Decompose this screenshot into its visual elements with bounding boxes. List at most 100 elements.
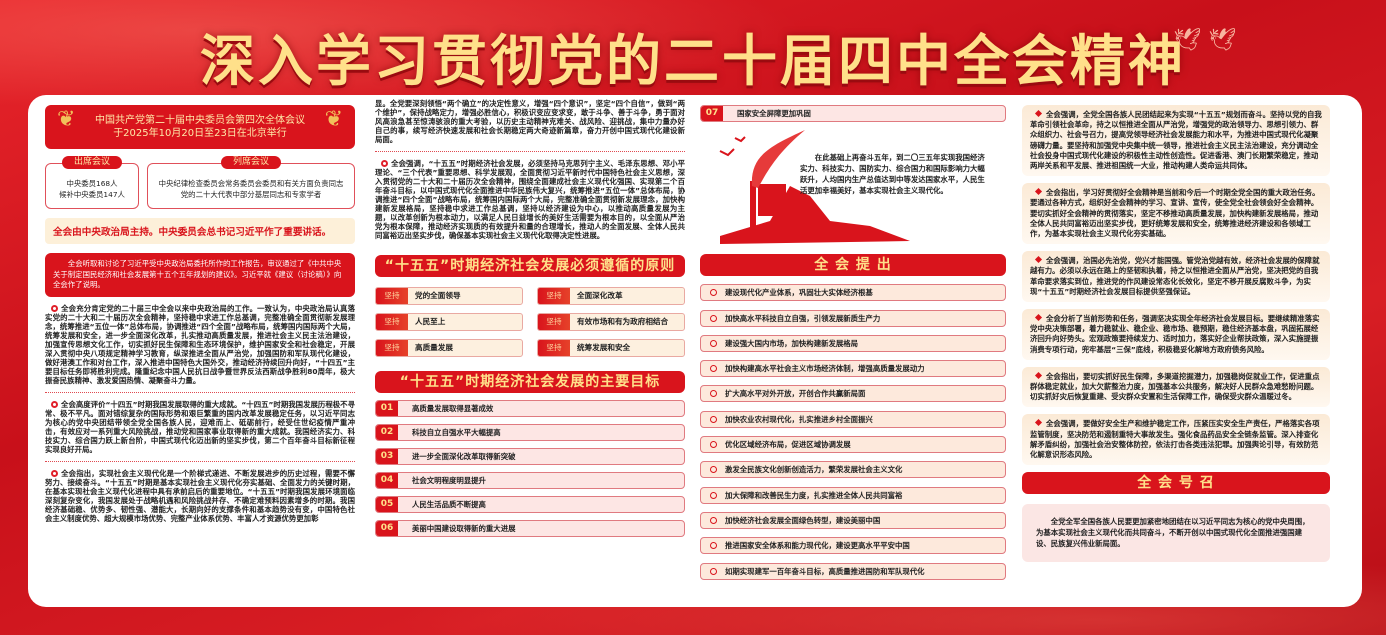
goal-number: 06 <box>376 521 398 536</box>
goal-number: 04 <box>376 473 398 488</box>
bullet-icon <box>51 469 58 477</box>
goal-item: 04 社会文明程度明显提升 <box>375 472 685 489</box>
call-text: 全党全军全国各族人民要更加紧密地团结在以习近平同志为核心的党中央周围，为基本实现… <box>1022 504 1330 563</box>
observe-box: 列席会议 中央纪律检查委员会常务委员会委员和有关方面负责同志 党的二十大代表中部… <box>147 156 355 209</box>
doves-icon: 🕊 🕊 <box>1173 28 1236 53</box>
content-panel: ❦ 中国共产党第二十届中央委员会第四次全体会议 于2025年10月20日至23日… <box>28 95 1362 607</box>
laurel-icon: ❦ <box>324 107 343 132</box>
proposal-text: 加快构建高水平社会主义市场经济体制，增强高质量发展动力 <box>725 364 925 374</box>
bullet-icon <box>51 304 58 312</box>
summary-card: 全会指出，学习好贯彻好全会精神是当前和今后一个时期全党全国的重大政治任务。要通过… <box>1022 183 1330 245</box>
observe-line: 中央纪律检查委员会常务委员会委员和有关方面负责同志 <box>158 179 344 188</box>
bullet-icon <box>381 160 388 167</box>
goal-text: 人民生活品质不断提高 <box>412 500 486 509</box>
proposal-text: 加快农业农村现代化，扎实推进乡村全面振兴 <box>725 414 873 424</box>
proposal-item: 加快经济社会发展全面绿色转型，建设美丽中国 <box>700 511 1006 529</box>
summary-card: 全会强调，治国必先治党，党兴才能国强。管党治党越有效，经济社会发展的保障就越有力… <box>1022 251 1330 303</box>
goal-item: 01 高质量发展取得显著成效 <box>375 400 685 417</box>
divider <box>45 391 355 393</box>
circle-bullet-icon <box>710 491 717 499</box>
attend-line: 候补中央委员147人 <box>59 190 125 199</box>
meeting-banner: ❦ 中国共产党第二十届中央委员会第四次全体会议 于2025年10月20日至23日… <box>45 105 355 149</box>
proposal-item: 加快农业农村现代化，扎实推进乡村全面振兴 <box>700 410 1006 428</box>
principle-item: 坚持 统筹发展和安全 <box>537 339 685 357</box>
card-text: 全会分析了当前形势和任务，强调坚决实现全年经济社会发展目标。要继续精准落实党中央… <box>1030 314 1320 354</box>
report-statement: 全会听取和讨论了习近平受中央政治局委托所作的工作报告，审议通过了《中共中央关于制… <box>45 253 355 297</box>
summary-card: 全会分析了当前形势和任务，强调坚决实现全年经济社会发展目标。要继续精准落实党中央… <box>1022 309 1330 360</box>
circle-bullet-icon <box>710 516 717 524</box>
proposal-text: 如期实现建军一百年奋斗目标，高质量推进国防和军队现代化 <box>725 566 925 576</box>
goal-number: 05 <box>376 497 398 512</box>
goal-number: 03 <box>376 449 398 464</box>
circle-bullet-icon <box>710 441 717 449</box>
observe-label: 列席会议 <box>220 156 282 169</box>
paragraph: 全会充分肯定党的二十届三中全会以来中央政治局的工作。一致认为，中央政治局认真落实… <box>45 303 355 385</box>
proposal-item: 优化区域经济布局，促进区域协调发展 <box>700 436 1006 454</box>
proposal-text: 激发全民族文化创新创造活力，繁荣发展社会主义文化 <box>725 465 903 475</box>
diamond-bullet-icon <box>1034 256 1043 264</box>
goal-text: 高质量发展取得显著成效 <box>412 404 494 413</box>
diamond-bullet-icon <box>1034 109 1043 118</box>
proposal-item: 扩大高水平对外开放，开创合作共赢新局面 <box>700 385 1006 403</box>
summary-card: 全会指出，要切实抓好民生保障，多渠道挖掘潜力，加强稳岗促就业工作，促进重点群体稳… <box>1022 366 1330 408</box>
proposal-text: 建设现代化产业体系，巩固壮大实体经济根基 <box>725 288 873 298</box>
goal-text: 进一步全面深化改革取得新突破 <box>412 452 516 461</box>
card-text: 全会指出，要切实抓好民生保障，多渠道挖掘潜力，加强稳岗促就业工作，促进重点群体稳… <box>1030 371 1320 402</box>
circle-bullet-icon <box>710 390 717 398</box>
paragraph: 全会强调，“十五五”时期经济社会发展，必须坚持马克思列宁主义、毛泽东思想、邓小平… <box>375 159 685 240</box>
page-title: 深入学习贯彻党的二十届四中全会精神 <box>199 29 1186 93</box>
meeting-line: 于2025年10月20日至23日在北京举行 <box>113 128 287 139</box>
diamond-bullet-icon <box>1034 314 1043 322</box>
card-text: 全会强调，要做好安全生产和维护稳定工作，压紧压实安全生产责任，严格落实各项监管制… <box>1030 419 1320 460</box>
divider <box>45 460 355 462</box>
goal-text: 科技自立自强水平大幅提高 <box>412 428 501 437</box>
paragraph: 全会高度评价“十四五”时期我国发展取得的重大成就。“十四五”时期我国发展历程极不… <box>45 399 355 454</box>
goal-text: 美丽中国建设取得新的重大进展 <box>412 524 516 533</box>
principle-item: 坚持 高质量发展 <box>375 339 523 357</box>
proposal-item: 加大保障和改善民生力度，扎实推进全体人民共同富裕 <box>700 486 1006 504</box>
proposal-text: 加快经济社会发展全面绿色转型，建设美丽中国 <box>725 515 881 525</box>
proposal-text: 加大保障和改善民生力度，扎实推进全体人民共同富裕 <box>725 490 903 500</box>
proposal-item: 加快高水平科技自立自强，引领发展新质生产力 <box>700 309 1006 327</box>
proposals-header: 全 会 提 出 <box>700 254 1006 276</box>
goal-number: 01 <box>376 401 398 416</box>
summary-card: 全会强调，要做好安全生产和维护稳定工作，压紧压实安全生产责任，严格落实各项监管制… <box>1022 414 1330 466</box>
card-text: 全会强调，治国必先治党，党兴才能国强。管党治党越有效，经济社会发展的保障就越有力… <box>1030 256 1320 296</box>
summary-card: 全会强调，全党全国各族人民团结起来为实现“十五五”规划而奋斗。坚持以党的自我革命… <box>1022 105 1330 177</box>
proposal-item: 建设强大国内市场，加快构建新发展格局 <box>700 334 1006 352</box>
proposal-item: 如期实现建军一百年奋斗目标，高质量推进国防和军队现代化 <box>700 562 1006 580</box>
goal-item: 07 国家安全屏障更加巩固 <box>700 105 1006 122</box>
circle-bullet-icon <box>710 567 717 575</box>
card-text: 全会强调，全党全国各族人民团结起来为实现“十五五”规划而奋斗。坚持以党的自我革命… <box>1030 110 1322 171</box>
diamond-bullet-icon <box>1034 371 1043 379</box>
column-1: ❦ 中国共产党第二十届中央委员会第四次全体会议 于2025年10月20日至23日… <box>45 105 355 530</box>
attend-label: 出席会议 <box>61 156 123 169</box>
great-wall-flag-icon <box>719 130 910 244</box>
principle-item: 坚持 全面深化改革 <box>537 287 685 305</box>
principles-header: “十五五”时期经济社会发展必须遵循的原则 <box>375 255 685 277</box>
host-statement: 全会由中央政治局主持。中央委员会总书记习近平作了重要讲话。 <box>45 218 355 244</box>
circle-bullet-icon <box>710 339 717 347</box>
circle-bullet-icon <box>710 314 717 322</box>
vision-text: 在此基础上再奋斗五年，到二〇三五年实现我国经济实力、科技实力、国防实力、综合国力… <box>800 153 985 195</box>
proposal-item: 激发全民族文化创新创造活力，繁荣发展社会主义文化 <box>700 461 1006 479</box>
goal-text: 社会文明程度明显提升 <box>412 476 486 485</box>
paragraph: 显。全党要深刻领悟“两个确立”的决定性意义，增强“四个意识”，坚定“四个自信”，… <box>375 99 685 144</box>
goal-item: 03 进一步全面深化改革取得新突破 <box>375 448 685 465</box>
paragraph: 全会指出，实现社会主义现代化是一个阶梯式递进、不断发展进步的历史过程，需要不懈努… <box>45 468 355 523</box>
call-header: 全 会 号 召 <box>1022 472 1330 495</box>
goal-item: 05 人民生活品质不断提高 <box>375 496 685 513</box>
great-wall-illustration: 在此基础上再奋斗五年，到二〇三五年实现我国经济实力、科技实力、国防实力、综合国力… <box>700 126 1006 254</box>
proposal-item: 推进国家安全体系和能力现代化，建设更高水平平安中国 <box>700 537 1006 555</box>
principle-item: 坚持 有效市场和有为政府相结合 <box>537 313 685 331</box>
diamond-bullet-icon <box>1034 188 1043 196</box>
attend-box: 出席会议 中央委员168人 候补中央委员147人 <box>45 156 139 209</box>
proposal-text: 优化区域经济布局，促进区域协调发展 <box>725 440 851 450</box>
circle-bullet-icon <box>710 289 717 297</box>
attend-line: 中央委员168人 <box>66 179 118 188</box>
card-text: 全会指出，学习好贯彻好全会精神是当前和今后一个时期全党全国的重大政治任务。要通过… <box>1030 188 1320 239</box>
principle-item: 坚持 人民至上 <box>375 313 523 331</box>
circle-bullet-icon <box>710 542 717 550</box>
proposal-text: 推进国家安全体系和能力现代化，建设更高水平平安中国 <box>725 541 910 551</box>
circle-bullet-icon <box>710 466 717 474</box>
